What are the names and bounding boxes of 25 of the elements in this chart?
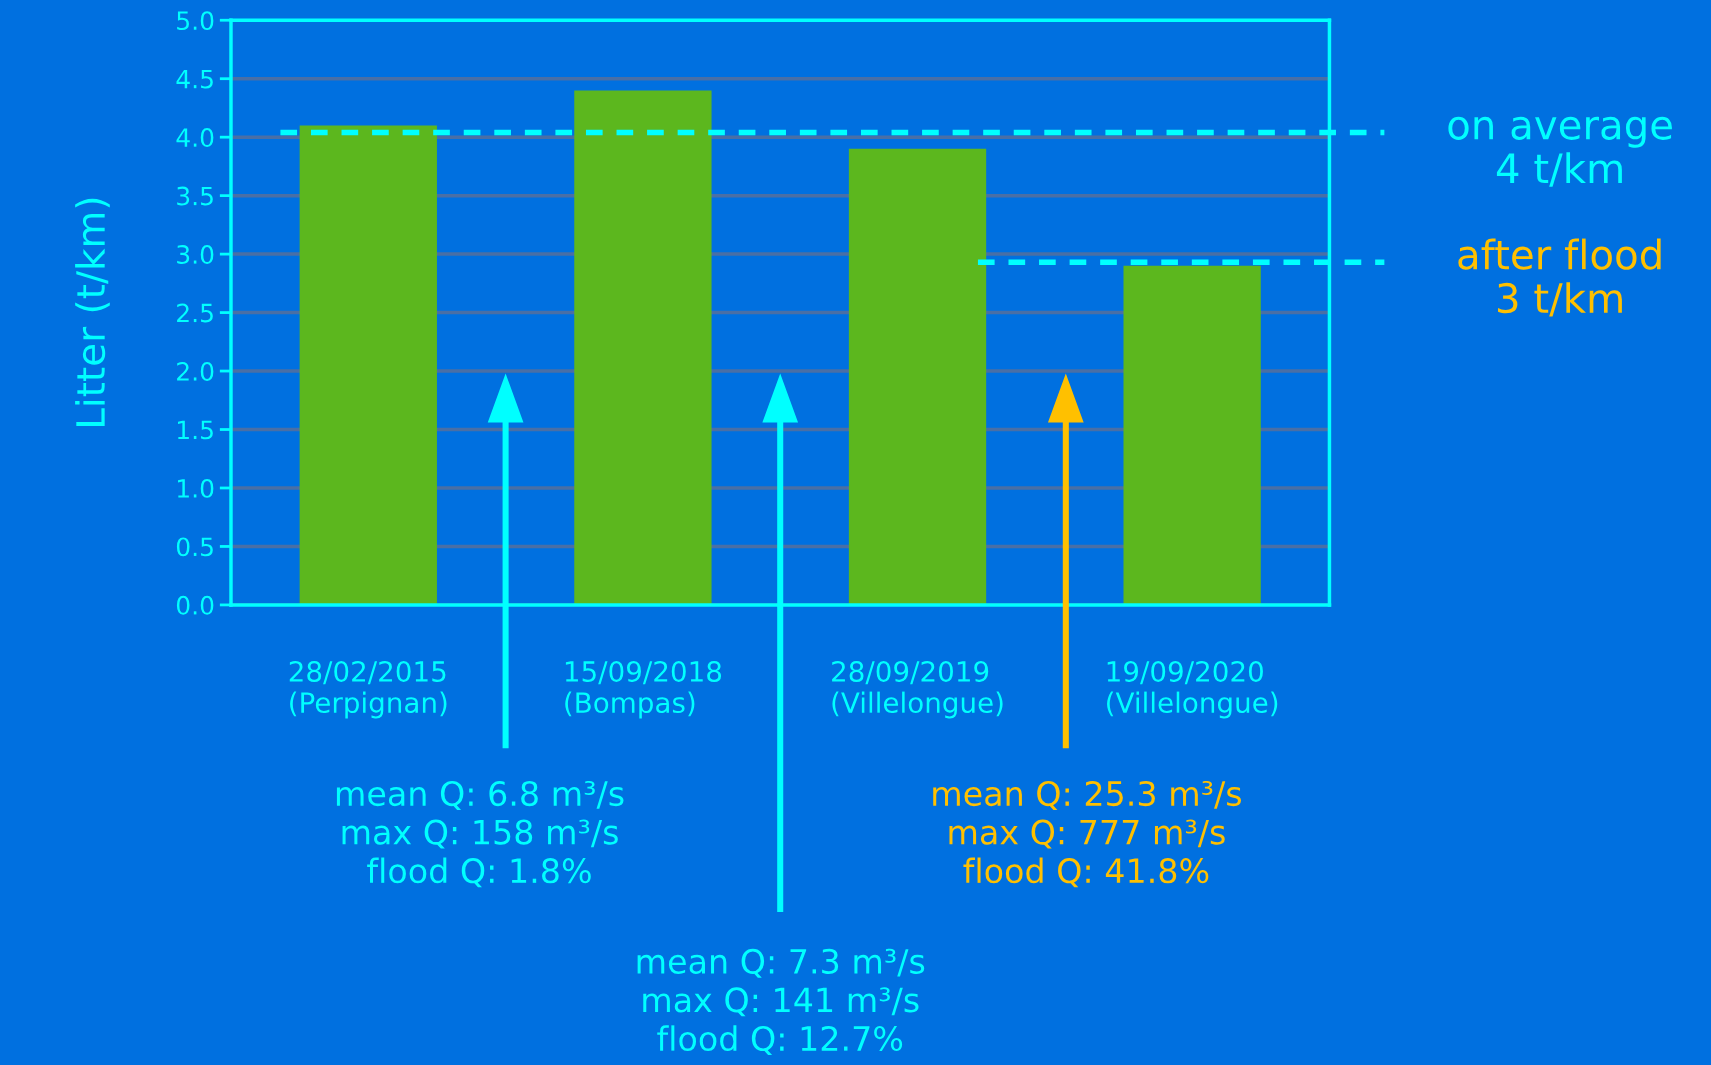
y-tick-label: 0.0 <box>176 595 214 615</box>
y-tick-label: 1.5 <box>178 420 213 440</box>
y-tick-label: 2.5 <box>177 303 213 323</box>
bar <box>299 125 437 605</box>
bar <box>848 148 987 605</box>
y-axis-title: Litter (t/km) <box>75 198 110 426</box>
x-tick-label: 28/09/2019 (Villelongue) <box>832 660 1003 719</box>
text: mean Q: 25.3 m³/s max Q: 777 m³/s flood Q: 41.8% <box>933 780 1242 888</box>
ref-line-label: after flood 3 t/km <box>1458 238 1661 317</box>
y-tick-label: 1.0 <box>178 478 214 498</box>
x-tick-label: 15/09/2018 (Bompas) <box>565 660 722 719</box>
y-tick-label: 4.5 <box>176 69 213 89</box>
bar <box>574 90 712 605</box>
y-tick-label: 4.0 <box>176 128 214 148</box>
ref-line-label: on average 4 t/km <box>1448 116 1672 187</box>
x-tick-label: 28/02/2015 (Perpignan) <box>289 660 447 719</box>
y-tick-label: 3.0 <box>177 245 214 264</box>
text: mean Q: 7.3 m³/s max Q: 141 m³/s flood Q: 12.7% <box>637 948 925 1055</box>
bar <box>1123 265 1261 605</box>
y-tick-label: 3.5 <box>177 186 213 206</box>
x-tick-label: 19/09/2020 (Villelongue) <box>1107 660 1278 719</box>
text: mean Q: 6.8 m³/s max Q: 158 m³/s flood Q: 1.8% <box>336 780 624 888</box>
y-tick-label: 0.5 <box>176 537 213 557</box>
y-tick-label: 2.0 <box>177 361 214 381</box>
y-tick-label: 5.0 <box>177 11 214 31</box>
